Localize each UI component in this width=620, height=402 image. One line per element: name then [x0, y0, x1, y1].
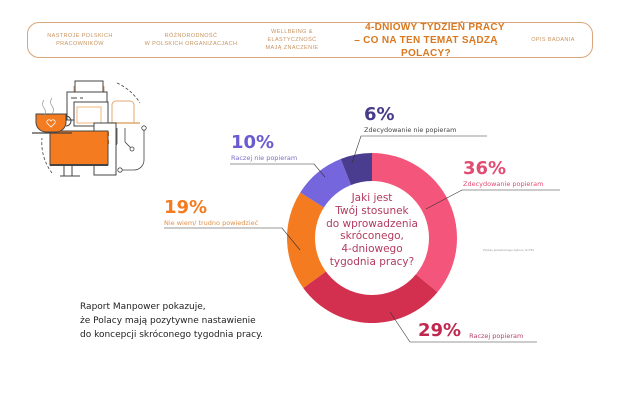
category-caption: Zdecydowanie popieram [463, 180, 544, 188]
nav-item-label: Wellbeing & elastyczność [267, 28, 317, 43]
leader-lines [164, 135, 560, 343]
question-line: do wprowadzenia [326, 217, 418, 230]
nav-item-opis-badania[interactable]: Opis badania [523, 23, 583, 57]
nav-item-label: Opis badania [531, 36, 575, 43]
question-line: skróconego, [340, 230, 404, 243]
question-line: tygodnia pracy? [329, 255, 415, 268]
workplace-illustration [32, 80, 147, 177]
percent-value: 36% [463, 158, 507, 179]
nav-item-roznorodnosc[interactable]: Różnorodność w polskich organizacjach [136, 23, 246, 57]
nav-item-label: pracowników [56, 41, 104, 47]
summary-line: że Polacy mają pozytywne nastawienie [80, 316, 256, 327]
chart-center-question: Jaki jest Twój stosunek do wprowadzenia … [318, 192, 426, 269]
question-line: Twój stosunek [335, 204, 409, 217]
summary-text: Raport Manpower pokazuje, że Polacy mają… [80, 300, 263, 343]
category-caption: Raczej nie popieram [231, 154, 298, 162]
nav-item-label: 4-dniowy tydzień pracy [365, 21, 505, 33]
nav-item-label: – co na ten temat sądzą Polacy? [354, 34, 498, 59]
percent-value: 10% [231, 132, 275, 153]
summary-line: Raport Manpower pokazuje, [80, 302, 206, 312]
category-caption: Zdecydowanie nie popieram [364, 126, 457, 134]
percent-value: 19% [164, 197, 208, 218]
label-zdecydowanie-nie-popieram: 6% Zdecydowanie nie popieram [364, 104, 457, 135]
label-nie-wiem: 19% Nie wiem/ trudno powiedzieć [164, 197, 259, 228]
label-zdecydowanie-popieram: 36% Zdecydowanie popieram [463, 158, 544, 189]
nav-item-label: Nastroje polskich [47, 32, 113, 39]
label-raczej-popieram: 29% Raczej popieram [418, 320, 524, 341]
category-caption: Raczej popieram [469, 332, 524, 340]
survey-note: Pytanie jednokrotnego wyboru, N=753 [483, 248, 534, 252]
nav-item-label: w polskich organizacjach [144, 41, 238, 47]
summary-line: do koncepcji skróconego tygodnia pracy. [80, 330, 264, 341]
percent-value: 29% [418, 320, 462, 341]
section-nav: Nastroje polskich pracowników Różnorodnoś… [27, 21, 593, 59]
nav-item-label: mają znaczenie [265, 45, 319, 52]
nav-item-4-dniowy-tydzien[interactable]: 4-dniowy tydzień pracy – co na ten temat … [336, 21, 516, 59]
category-caption: Nie wiem/ trudno powiedzieć [164, 219, 259, 227]
nav-item-label: Różnorodność [164, 32, 218, 39]
nav-item-nastroje[interactable]: Nastroje polskich pracowników [36, 23, 124, 57]
question-line: Jaki jest [351, 192, 393, 204]
nav-item-wellbeing[interactable]: Wellbeing & elastyczność mają znaczenie [246, 23, 338, 57]
question-line: 4-dniowego [341, 243, 403, 256]
percent-value: 6% [364, 104, 395, 125]
label-raczej-nie-popieram: 10% Raczej nie popieram [231, 132, 298, 163]
